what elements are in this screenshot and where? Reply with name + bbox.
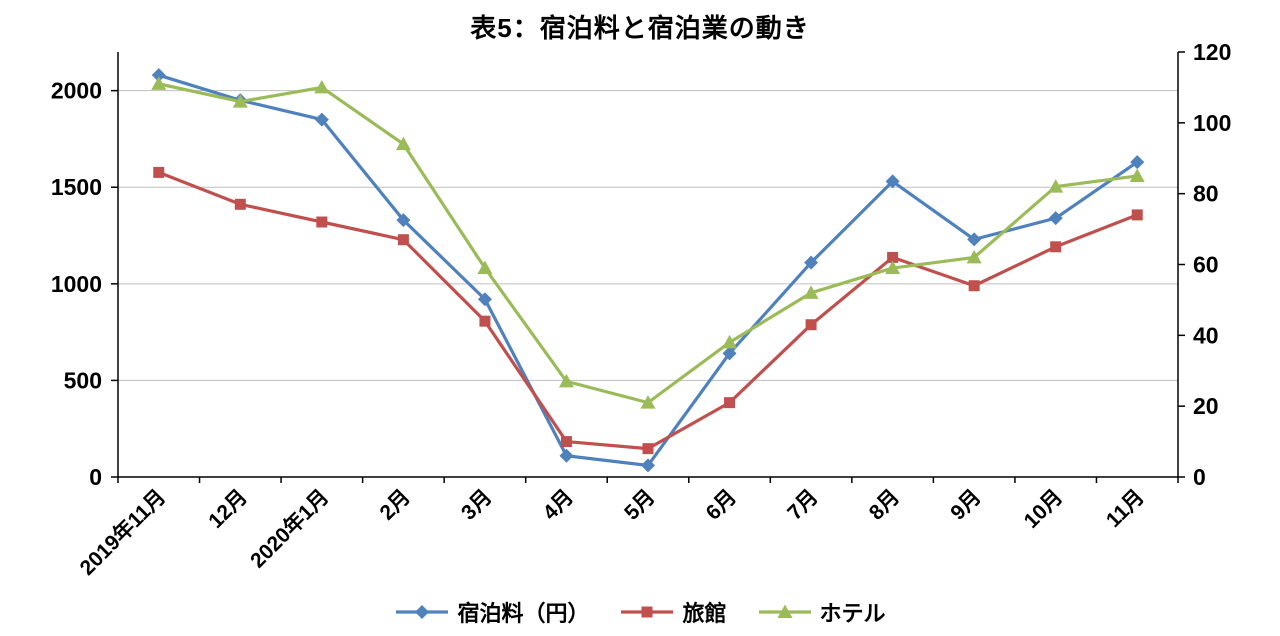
series-2-marker <box>722 334 738 349</box>
series-0-marker <box>885 174 900 189</box>
series-2-marker <box>1048 179 1064 193</box>
x-axis-label: 7月 <box>783 485 822 524</box>
series-1-marker <box>887 251 899 263</box>
series-2-marker <box>558 373 574 388</box>
series-1-marker <box>1050 241 1062 253</box>
legend-label: 旅館 <box>682 601 727 626</box>
series-1-marker <box>968 280 980 292</box>
y-axis-right-tick-label: 80 <box>1193 181 1219 207</box>
series-1-marker <box>642 443 654 455</box>
x-axis-label: 8月 <box>865 485 904 524</box>
y-axis-left-tick-label: 1500 <box>51 174 102 200</box>
y-axis-right-tick-label: 40 <box>1193 322 1219 348</box>
series-0-marker <box>314 112 329 127</box>
series-2-line <box>157 82 1139 405</box>
x-axis-label: 11月 <box>1102 485 1149 532</box>
legend-item-1: 旅館 <box>619 596 727 628</box>
y-axis-right-tick-label: 20 <box>1193 393 1219 419</box>
y-axis-left-tick-label: 500 <box>64 367 102 393</box>
chart-title: 表5：宿泊料と宿泊業の動き <box>470 13 810 43</box>
series-2-marker <box>395 136 411 151</box>
series-1-marker <box>479 315 491 327</box>
series-1-marker <box>724 397 736 409</box>
series-0-marker <box>477 292 492 307</box>
x-axis-label: 2020年1月 <box>245 485 333 573</box>
legend-square-icon <box>621 606 674 618</box>
y-axis-right-tick-label: 0 <box>1193 464 1206 490</box>
y-axis-right-tick-label: 120 <box>1193 39 1231 65</box>
series-1-marker <box>1131 209 1143 221</box>
series-0-marker <box>722 346 737 361</box>
series-0-marker <box>641 458 655 473</box>
x-axis-label: 4月 <box>539 485 578 524</box>
series-2-marker <box>803 285 819 299</box>
x-axis-label: 2019年11月 <box>75 485 170 580</box>
series-0-marker <box>1130 155 1145 170</box>
series-2-marker <box>477 260 493 275</box>
legend-item-0: 宿泊料（円） <box>394 596 589 628</box>
x-axis-label: 12月 <box>204 485 252 533</box>
series-0-marker <box>804 255 819 270</box>
series-1-marker <box>560 436 572 448</box>
series-2-marker <box>640 395 656 409</box>
series-2-marker <box>314 79 330 94</box>
y-axis-left-tick-label: 0 <box>89 464 102 490</box>
x-axis-label: 3月 <box>457 485 496 524</box>
series-2-marker <box>151 76 167 90</box>
x-axis-label: 9月 <box>946 485 985 524</box>
y-axis-right-tick-label: 100 <box>1193 110 1231 136</box>
series-0-marker <box>396 213 411 228</box>
x-axis-label: 10月 <box>1020 485 1068 533</box>
legend-label: 宿泊料（円） <box>457 601 590 626</box>
legend-item-2: ホテル <box>757 596 886 628</box>
x-axis-label: 2月 <box>376 485 415 524</box>
chart-legend: 宿泊料（円） 旅館 ホテル <box>0 596 1280 628</box>
series-1-marker <box>316 216 328 228</box>
series-1-marker <box>805 319 817 331</box>
series-1-marker <box>234 198 246 210</box>
legend-label: ホテル <box>819 601 886 626</box>
series-0-marker <box>559 448 574 463</box>
x-axis-label: 6月 <box>702 485 741 524</box>
series-2-marker <box>966 249 982 264</box>
y-axis-left-tick-label: 2000 <box>51 78 102 104</box>
series-2-marker <box>885 260 901 275</box>
y-axis-left-tick-label: 1000 <box>51 271 102 297</box>
series-0-marker <box>1048 211 1063 226</box>
series-2-marker <box>232 94 248 108</box>
legend-triangle-icon <box>758 604 811 618</box>
series-0-marker <box>151 68 166 83</box>
series-1-marker <box>153 166 165 178</box>
series-0-marker <box>967 232 982 247</box>
series-1-marker <box>397 234 409 246</box>
x-axis-label: 5月 <box>620 485 659 524</box>
legend-diamond-icon <box>396 605 449 619</box>
y-axis-right-tick-label: 60 <box>1193 252 1219 278</box>
series-2-marker <box>1129 168 1145 182</box>
